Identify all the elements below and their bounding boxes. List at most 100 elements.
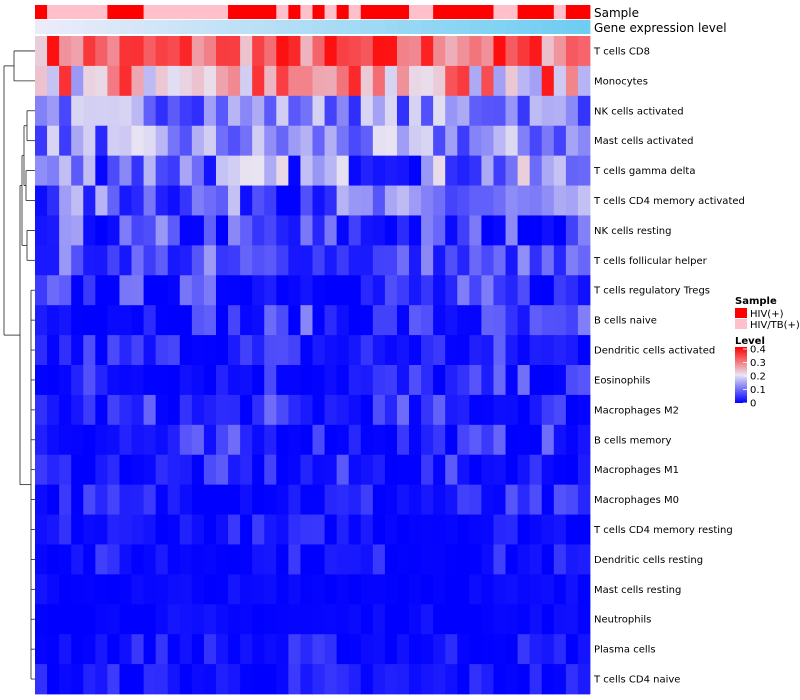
heatmap-cell — [348, 574, 362, 605]
heatmap-cell — [288, 574, 301, 605]
heatmap-cell — [421, 305, 434, 336]
heatmap-cell — [469, 634, 482, 665]
heatmap-cell — [529, 305, 543, 336]
heatmap-cell — [155, 544, 169, 575]
heatmap-cell — [396, 245, 410, 276]
level-tick-label: 0.1 — [750, 385, 766, 396]
heatmap-cell — [517, 125, 531, 157]
heatmap-cell — [240, 245, 253, 276]
legend-label-hiv: HIV(+) — [750, 309, 784, 320]
heatmap-cell — [95, 305, 108, 336]
heatmap-cell — [384, 634, 398, 665]
heatmap-cell — [107, 454, 120, 486]
heatmap-cell — [541, 155, 555, 186]
heatmap-cell — [324, 245, 338, 276]
heatmap-cell — [215, 544, 229, 575]
heatmap-cell — [517, 394, 531, 426]
heatmap-cell — [541, 394, 555, 426]
row-label: Monocytes — [594, 76, 648, 87]
heatmap-cell — [119, 514, 132, 545]
heatmap-cell — [143, 185, 157, 216]
heatmap-cell — [143, 95, 157, 127]
heatmap-cell — [71, 155, 84, 186]
heatmap-cell — [336, 125, 350, 157]
heatmap-cell — [445, 574, 458, 605]
heatmap-cell — [71, 185, 84, 216]
heatmap-cell — [228, 544, 241, 575]
heatmap-cell — [384, 185, 398, 216]
heatmap-cell — [191, 95, 205, 127]
heatmap-cell — [469, 215, 482, 246]
heatmap-cell — [360, 544, 374, 575]
heatmap-cell — [577, 424, 591, 456]
heatmap-cell — [553, 604, 567, 635]
row-label: T cells CD4 memory activated — [593, 196, 745, 207]
heatmap-cell — [481, 544, 494, 575]
heatmap-cell — [131, 65, 144, 97]
heatmap-cell — [348, 365, 362, 396]
heatmap-cell — [396, 604, 410, 635]
heatmap-cell — [529, 664, 543, 695]
level-tick-label: 0.2 — [750, 372, 766, 383]
row-label: Macrophages M1 — [594, 465, 679, 476]
heatmap-cell — [276, 454, 289, 486]
heatmap-cell — [215, 604, 229, 635]
heatmap-cell — [119, 484, 132, 515]
heatmap-cell — [312, 365, 325, 396]
heatmap-cell — [384, 424, 398, 456]
heatmap-cell — [167, 36, 181, 67]
heatmap-cell — [59, 484, 72, 515]
heatmap-cell — [529, 634, 543, 665]
heatmap-cell — [384, 574, 398, 605]
heatmap-cell — [553, 245, 567, 276]
gene-expression-annotation-cell — [47, 20, 60, 34]
heatmap-cell — [457, 185, 470, 216]
heatmap-cell — [95, 514, 108, 545]
gene-expression-annotation-cell — [300, 20, 313, 34]
heatmap-cell — [445, 155, 458, 186]
heatmap-cell — [324, 664, 338, 695]
heatmap-cell — [131, 125, 144, 157]
heatmap-cell — [360, 454, 374, 486]
heatmap-cell — [372, 574, 386, 605]
heatmap-cell — [529, 245, 543, 276]
heatmap-cell — [228, 424, 241, 456]
heatmap-cell — [155, 664, 169, 695]
heatmap-cell — [360, 604, 374, 635]
heatmap-cell — [155, 634, 169, 665]
heatmap-cell — [252, 604, 265, 635]
gene-expression-annotation-cell — [372, 20, 386, 34]
legend-swatch-hiv — [735, 308, 747, 318]
heatmap-cell — [215, 514, 229, 545]
heatmap-cell — [481, 484, 494, 515]
heatmap-cell — [336, 634, 350, 665]
heatmap-cell — [529, 335, 543, 366]
heatmap-cell — [384, 245, 398, 276]
heatmap-cell — [107, 394, 120, 426]
heatmap-cell — [565, 95, 579, 127]
row-label: Dendritic cells resting — [594, 555, 703, 566]
heatmap-cell — [505, 95, 519, 127]
heatmap-cell — [493, 275, 506, 306]
heatmap-cell — [433, 335, 446, 366]
heatmap-cell — [505, 65, 519, 97]
heatmap-cell — [83, 36, 96, 67]
heatmap-cell — [59, 394, 72, 426]
heatmap-cell — [95, 664, 108, 695]
gene-expression-annotation-cell — [276, 20, 289, 34]
heatmap-cell — [179, 185, 193, 216]
heatmap-cell — [565, 394, 579, 426]
heatmap-cell — [203, 305, 217, 336]
heatmap-cell — [131, 215, 144, 246]
heatmap-cell — [288, 394, 301, 426]
heatmap-cell — [71, 215, 84, 246]
heatmap-cell — [493, 305, 506, 336]
heatmap-cell — [481, 36, 494, 67]
heatmap-cell — [312, 424, 325, 456]
heatmap-cell — [348, 664, 362, 695]
heatmap-cell — [505, 185, 519, 216]
heatmap-cell — [469, 36, 482, 67]
heatmap-cell — [324, 574, 338, 605]
heatmap-cell — [264, 604, 277, 635]
heatmap-cell — [396, 185, 410, 216]
